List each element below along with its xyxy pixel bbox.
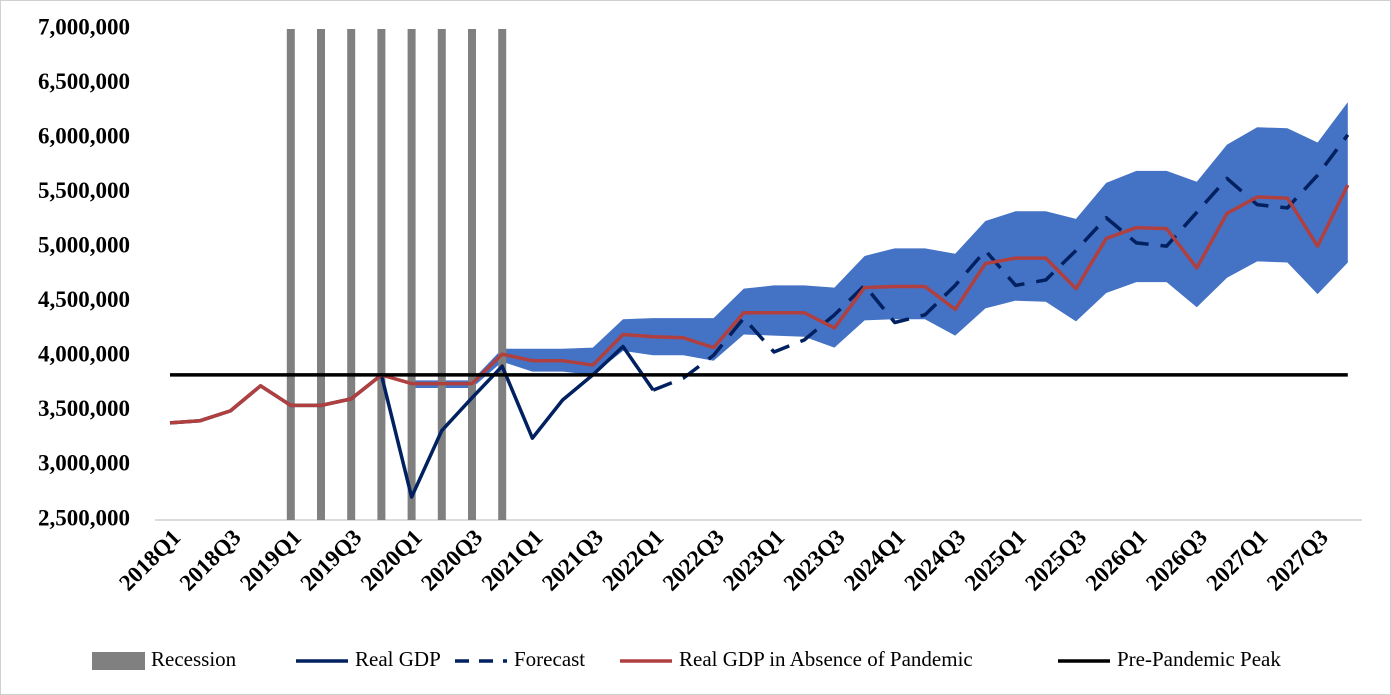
y-tick-label: 5,500,000 <box>38 178 130 203</box>
bar <box>286 29 295 520</box>
legend-item: Recession <box>92 647 237 671</box>
line <box>652 133 1350 392</box>
bar <box>377 29 386 520</box>
line <box>169 184 1350 425</box>
legend-label: Real GDP <box>355 647 441 671</box>
bar <box>407 29 416 520</box>
y-tick-label: 4,500,000 <box>38 287 130 312</box>
legend-item: Real GDP <box>296 647 441 671</box>
y-tick-label: 7,000,000 <box>38 14 130 39</box>
y-tick-label: 5,000,000 <box>38 233 130 258</box>
bar <box>498 29 507 520</box>
legend-item: Pre-Pandemic Peak <box>1058 647 1281 671</box>
legend-label: Forecast <box>514 647 585 671</box>
y-tick-label: 2,500,000 <box>38 505 130 530</box>
bar <box>317 29 325 520</box>
bar <box>468 29 476 520</box>
legend-label: Pre-Pandemic Peak <box>1117 647 1281 671</box>
y-tick-label: 3,000,000 <box>38 451 130 476</box>
bar <box>347 29 356 520</box>
legend-label: Recession <box>151 647 237 671</box>
y-tick-label: 6,000,000 <box>38 123 130 148</box>
legend-item: Forecast <box>455 647 585 671</box>
y-tick-label: 6,500,000 <box>38 69 130 94</box>
legend-swatch <box>92 652 145 670</box>
bar <box>437 29 446 520</box>
legend-item: Real GDP in Absence of Pandemic <box>620 647 973 671</box>
legend-label: Real GDP in Absence of Pandemic <box>679 647 973 671</box>
y-tick-label: 3,500,000 <box>38 396 130 421</box>
y-tick-label: 4,000,000 <box>38 342 130 367</box>
